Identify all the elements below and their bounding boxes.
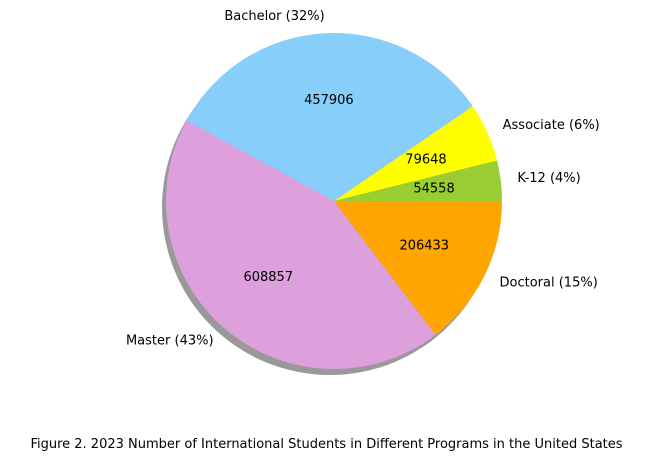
slice-bachelor xyxy=(186,32,473,201)
value-label-associate: 79648 xyxy=(405,152,446,167)
slice-k-12 xyxy=(334,160,502,201)
category-label-associate: Associate (6%) xyxy=(503,118,600,133)
category-label-doctoral: Doctoral (15%) xyxy=(500,276,598,291)
pie-slices xyxy=(166,32,502,370)
pie-value-labels: 54558 79648 457906 608857 206433 xyxy=(243,93,454,285)
value-label-bachelor: 457906 xyxy=(304,93,354,108)
value-label-k-12: 54558 xyxy=(413,181,454,196)
value-label-doctoral: 206433 xyxy=(399,238,449,253)
slice-associate xyxy=(334,106,498,201)
figure-caption: Figure 2. 2023 Number of International S… xyxy=(30,437,623,452)
pie-category-labels: K-12 (4%) Associate (6%) Bachelor (32%) Mas… xyxy=(126,9,600,349)
slice-master xyxy=(166,120,436,370)
category-label-bachelor: Bachelor (32%) xyxy=(224,9,324,24)
category-label-master: Master (43%) xyxy=(126,334,214,349)
category-label-k-12: K-12 (4%) xyxy=(517,171,580,186)
slice-doctoral xyxy=(334,201,502,335)
value-label-master: 608857 xyxy=(243,270,293,285)
